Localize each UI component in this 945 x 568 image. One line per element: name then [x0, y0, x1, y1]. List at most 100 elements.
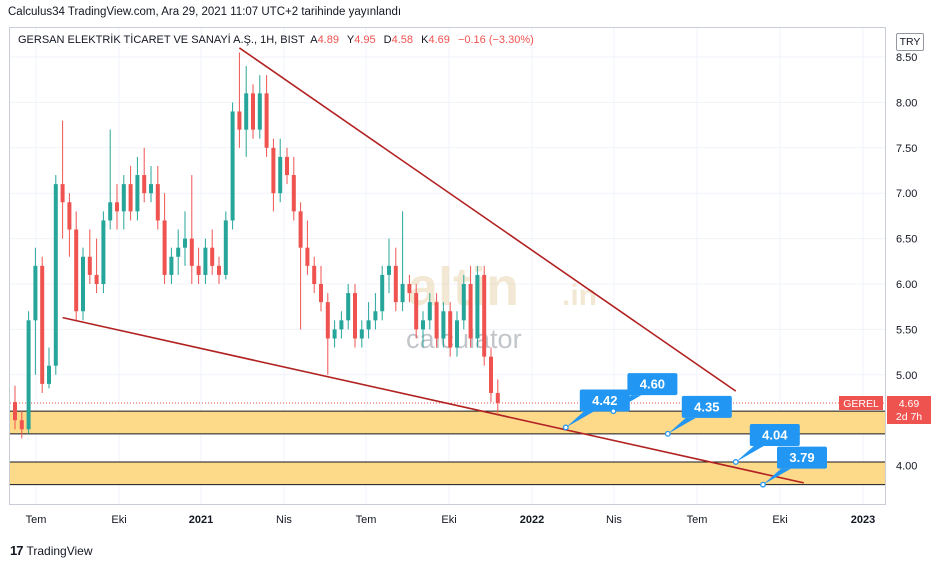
chart-pane[interactable]: [9, 27, 886, 505]
candle-body-70: [489, 356, 493, 393]
candle-body-18: [135, 175, 140, 212]
y-tick-label-2: 7.50: [896, 143, 917, 155]
open-label: A: [310, 34, 318, 46]
open-value: 4.89: [317, 34, 339, 46]
candle-body-59: [414, 293, 419, 330]
callout-label-1: 4.60: [640, 377, 665, 392]
candle-body-9: [74, 229, 79, 312]
callout-label-2: 4.35: [694, 399, 719, 414]
candle-body-30: [217, 265, 221, 275]
candle-body-37: [264, 93, 269, 148]
price-tag-name: GEREL: [843, 398, 879, 410]
candle-body-39: [278, 156, 283, 194]
high-value: 4.95: [354, 34, 376, 46]
y-tick-label-1: 8.00: [896, 97, 917, 109]
trendlines[interactable]: [62, 47, 804, 484]
x-tick-label-10: 2023: [851, 514, 875, 526]
candle-body-7: [60, 184, 65, 203]
x-tick-label-0: Tem: [26, 514, 47, 526]
candle-body-58: [407, 284, 412, 294]
candle-body-68: [475, 274, 480, 339]
candle-body-48: [339, 320, 344, 330]
footer[interactable]: 17 TradingView: [10, 543, 93, 558]
callout-pointer-2: [667, 417, 696, 434]
candle-body-54: [380, 274, 385, 312]
candle-body-31: [223, 220, 228, 275]
callout-anchor-4: [760, 481, 766, 488]
price-tag-value: 4.69: [899, 398, 920, 410]
candle-body-50: [353, 293, 357, 339]
support-zone-1: [10, 461, 885, 485]
trendline-0[interactable]: [238, 47, 737, 392]
callout-box-2[interactable]: [681, 395, 732, 418]
high-label: Y: [346, 34, 355, 46]
callout-box-0[interactable]: [579, 389, 630, 412]
candle-body-6: [53, 184, 58, 366]
candle-body-8: [67, 202, 72, 230]
candle-body-67: [468, 284, 473, 339]
candle-body-53: [373, 311, 378, 321]
trendline-1[interactable]: [62, 316, 804, 484]
currency-badge[interactable]: TRY: [896, 33, 924, 51]
candle-body-2: [26, 320, 31, 430]
y-tick-label-9: 4.00: [896, 461, 917, 473]
change-value: −0.16 (−3.30%): [457, 34, 534, 46]
x-axis[interactable]: Tem Eki 2021 Nis Tem Eki 2022 Nis Tem Eki 2023: [26, 514, 876, 526]
callout-anchor-2: [664, 430, 671, 437]
candle-body-23: [169, 256, 174, 275]
candle-body-64: [448, 311, 453, 348]
x-tick-label-2: 2021: [189, 514, 213, 526]
symbol-legend[interactable]: GERSAN ELEKTRİK TİCARET VE SANAYİ A.Ş., …: [18, 34, 539, 46]
y-tick-label-5: 6.00: [896, 279, 917, 291]
candle-body-17: [128, 184, 133, 212]
candle-body-44: [312, 265, 317, 284]
candle-body-29: [210, 247, 215, 266]
candle-body-25: [183, 238, 187, 248]
candle-body-43: [305, 247, 310, 266]
callout-anchor-0: [562, 424, 569, 431]
candle-body-42: [298, 211, 303, 248]
candle-body-40: [285, 156, 289, 176]
last-price-tag: GEREL 4.69 2d 7h: [839, 396, 931, 424]
callout-label-0: 4.42: [592, 393, 617, 408]
callout-box-1[interactable]: [627, 373, 678, 396]
footer-text: TradingView: [26, 543, 93, 558]
y-tick-label-6: 5.50: [896, 324, 917, 336]
callout-anchor-3: [732, 459, 739, 465]
x-tick-label-7: Nis: [606, 514, 622, 526]
x-tick-label-9: Eki: [772, 514, 787, 526]
x-tick-label-8: Tem: [687, 514, 708, 526]
candle-body-36: [257, 93, 262, 130]
low-value: 4.58: [391, 34, 414, 46]
symbol-name: GERSAN ELEKTRİK TİCARET VE SANAYİ A.Ş., …: [18, 34, 305, 46]
candle-body-3: [33, 265, 38, 321]
callout-anchor-1: [610, 408, 617, 415]
callout-label-4: 3.79: [789, 450, 814, 465]
tradingview-logo-icon: 17: [10, 543, 24, 558]
y-tick-label-3: 7.00: [896, 188, 917, 200]
candle-body-26: [189, 238, 194, 266]
callout-box-3[interactable]: [749, 423, 800, 446]
candle-body-27: [196, 265, 201, 275]
candle-body-0: [13, 402, 17, 421]
low-label: D: [383, 34, 392, 46]
candle-body-56: [393, 265, 398, 303]
candle-body-13: [101, 220, 106, 284]
candle-body-55: [387, 265, 391, 275]
candle-body-60: [421, 320, 425, 330]
y-tick-label-0: 8.50: [896, 52, 917, 64]
candle-body-16: [121, 184, 126, 212]
candle-body-21: [155, 184, 160, 221]
callout-box-4[interactable]: [777, 446, 827, 469]
candle-body-62: [434, 302, 439, 339]
price-tag-countdown: 2d 7h: [896, 411, 922, 423]
candle-body-1: [19, 420, 24, 430]
candle-body-14: [108, 202, 113, 221]
candle-body-33: [237, 111, 242, 130]
candle-body-46: [325, 302, 330, 339]
watermark-suffix: .in: [562, 279, 597, 312]
candle-body-61: [427, 302, 432, 321]
candle-body-12: [94, 274, 99, 284]
price-callouts[interactable]: 4.42 4.60 4.35 4.043.79: [562, 373, 828, 488]
